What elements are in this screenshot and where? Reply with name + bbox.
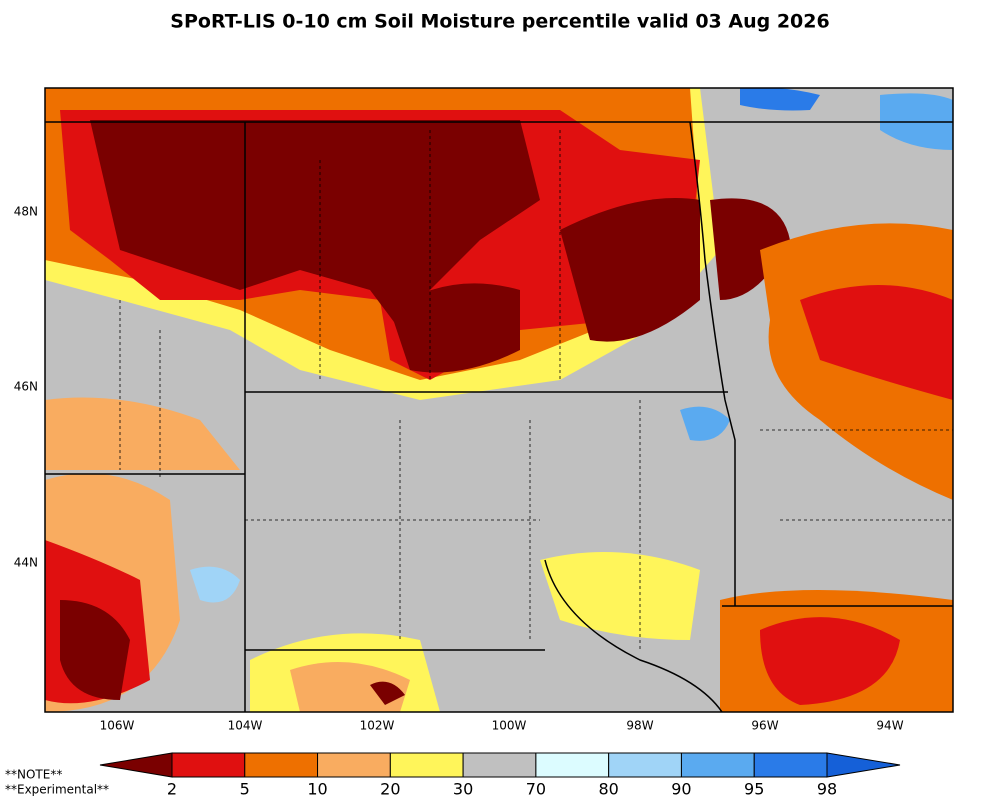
lon-label: 100W: [492, 719, 527, 733]
colorbar-bin: [317, 752, 391, 778]
colorbar-bin: [608, 752, 682, 778]
colorbar-label: 5: [240, 780, 250, 799]
lat-label: 46N: [14, 380, 38, 394]
colorbar-bin: [535, 752, 610, 778]
lon-label: 96W: [751, 719, 778, 733]
lon-label: 94W: [876, 719, 903, 733]
lon-label: 104W: [228, 719, 263, 733]
colorbar-label: 95: [744, 780, 764, 799]
boundaries: [44, 87, 954, 713]
colorbar-bin: [171, 752, 246, 778]
map-field: [45, 88, 953, 712]
colorbar-bin: [462, 752, 537, 778]
lon-label: 98W: [626, 719, 653, 733]
note: **NOTE**: [5, 768, 62, 782]
lon-label: 102W: [360, 719, 395, 733]
colorbar-label: 70: [526, 780, 546, 799]
colorbar: 2 5 10 20 30 70 80 90 95 98: [99, 752, 901, 799]
colorbar-bin: [680, 752, 755, 778]
lon-label: 106W: [100, 719, 135, 733]
colorbar-label: 20: [380, 780, 400, 799]
title: SPoRT-LIS 0-10 cm Soil Moisture percenti…: [170, 11, 829, 33]
colorbar-end: [99, 752, 173, 778]
notes: **NOTE** **Experimental**: [5, 768, 109, 797]
colorbar-bin: [244, 752, 319, 778]
colorbar-label: 80: [598, 780, 618, 799]
colorbar-label: 30: [453, 780, 473, 799]
note: **Experimental**: [5, 783, 109, 797]
colorbar-bin: [753, 752, 828, 778]
colorbar-label: 2: [167, 780, 177, 799]
colorbar-label: 98: [817, 780, 837, 799]
colorbar-bin: [389, 752, 464, 778]
lat-label: 48N: [14, 205, 38, 219]
lat-label: 44N: [14, 556, 38, 570]
colorbar-label: 10: [307, 780, 327, 799]
colorbar-label: 90: [671, 780, 691, 799]
colorbar-end: [826, 752, 901, 778]
